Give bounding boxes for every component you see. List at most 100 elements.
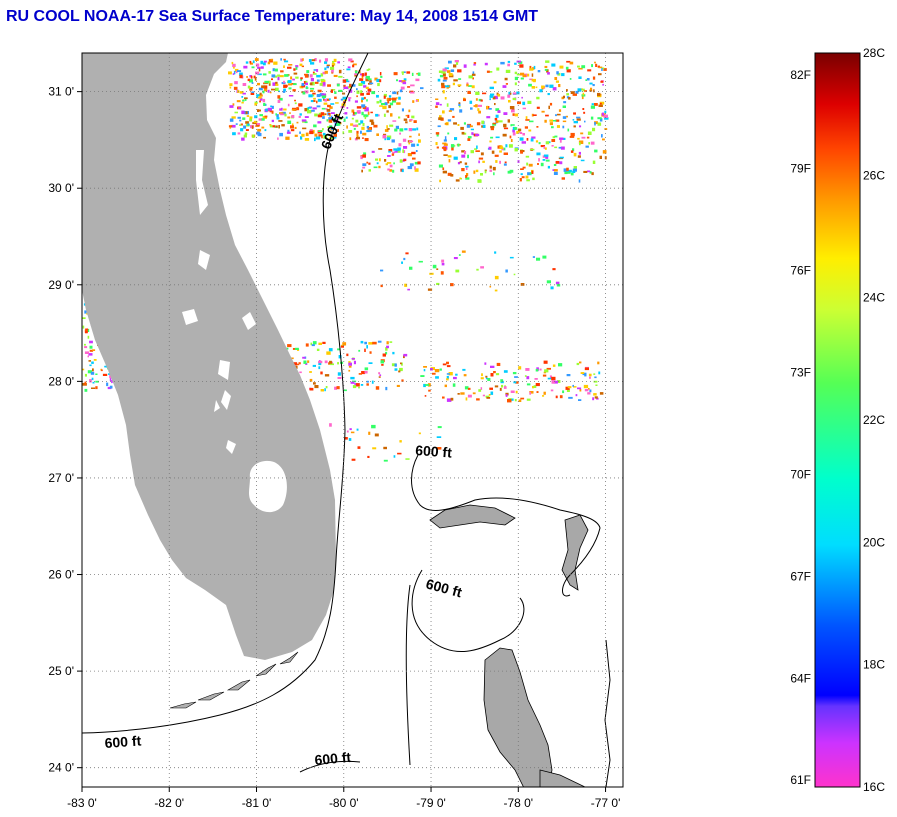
sst-pixel (478, 98, 482, 102)
sst-pixel (316, 100, 318, 104)
sst-pixel (287, 103, 290, 107)
sst-pixel (360, 155, 363, 160)
sst-pixel (363, 152, 367, 156)
sst-pixel (298, 103, 303, 107)
sst-pixel (448, 73, 453, 77)
sst-pixel (470, 107, 473, 110)
colorbar-celsius-label: 18C (863, 658, 885, 672)
sst-pixel (322, 116, 325, 119)
sst-pixel (529, 391, 534, 394)
sst-pixel (352, 124, 358, 127)
sst-pixel (439, 74, 444, 78)
sst-pixel (566, 167, 569, 171)
sst-pixel (510, 390, 515, 393)
x-axis: -83 0' -82 0' -81 0' -80 0' -79 0' -78 0' -77 … (67, 787, 620, 810)
sst-pixel (435, 98, 439, 100)
sst-pixel (243, 65, 248, 69)
sst-pixel (250, 75, 253, 79)
sst-pixel (383, 459, 388, 462)
sst-pixel (378, 114, 380, 117)
sst-pixel (471, 85, 475, 89)
sst-pixel (572, 119, 575, 121)
sst-pixel (350, 123, 354, 126)
sst-pixel (277, 99, 281, 103)
sst-pixel (507, 94, 511, 98)
sst-pixel (405, 458, 410, 460)
sst-pixel (519, 131, 523, 134)
x-tick-label: -80 0' (329, 796, 359, 810)
sst-pixel (305, 107, 309, 111)
sst-pixel (364, 72, 367, 76)
sst-pixel (520, 150, 523, 154)
sst-pixel (554, 135, 558, 138)
sst-pixel (478, 389, 482, 392)
sst-pixel (361, 75, 364, 79)
sst-pixel (351, 84, 356, 87)
sst-pixel (244, 97, 247, 101)
sst-pixel (447, 172, 452, 176)
sst-pixel (331, 89, 336, 91)
sst-pixel (287, 120, 292, 124)
sst-pixel (236, 100, 241, 103)
sst-pixel (457, 143, 460, 147)
sst-pixel (344, 112, 348, 115)
sst-pixel (588, 388, 590, 390)
sst-pixel (490, 136, 494, 139)
sst-pixel (328, 98, 331, 101)
sst-pixel (387, 99, 390, 103)
sst-pixel (465, 397, 468, 401)
sst-pixel (324, 70, 328, 74)
sst-pixel (371, 121, 375, 125)
sst-pixel (243, 125, 247, 129)
sst-pixel (338, 89, 343, 92)
sst-pixel (409, 119, 413, 121)
y-tick-label: 26 0' (48, 568, 74, 582)
sst-pixel (278, 97, 283, 101)
sst-pixel (310, 100, 314, 103)
sst-pixel (418, 139, 421, 143)
sst-pixel (533, 65, 536, 70)
sst-pixel (512, 92, 517, 95)
sst-pixel (428, 389, 431, 392)
sst-pixel (379, 79, 382, 83)
sst-pixel (592, 127, 596, 132)
sst-pixel (387, 168, 390, 171)
sst-pixel (241, 110, 245, 115)
sst-pixel (395, 149, 400, 153)
sst-pixel (490, 365, 495, 368)
sst-pixel (598, 73, 602, 76)
sst-pixel (559, 395, 563, 399)
sst-pixel (376, 94, 379, 98)
sst-pixel (559, 161, 563, 165)
sst-pixel (328, 117, 333, 121)
sst-pixel (563, 95, 565, 99)
sst-pixel (270, 105, 272, 108)
sst-pixel (418, 133, 420, 136)
sst-pixel (525, 116, 528, 120)
sst-pixel (570, 132, 575, 137)
sst-pixel (452, 82, 455, 86)
sst-pixel (311, 109, 315, 112)
sst-pixel (559, 137, 564, 140)
sst-pixel (435, 102, 440, 105)
sst-pixel (429, 272, 434, 275)
sst-pixel (596, 397, 599, 400)
sst-pixel (349, 137, 352, 141)
sst-pixel (366, 383, 369, 386)
sst-pixel (458, 103, 461, 106)
sst-pixel (264, 80, 269, 84)
sst-pixel (497, 110, 501, 113)
sst-pixel (84, 388, 88, 392)
sst-pixel (356, 136, 360, 140)
sst-pixel (87, 370, 92, 374)
sst-pixel (525, 155, 530, 158)
sst-pixel (312, 364, 316, 367)
sst-pixel (239, 124, 242, 126)
sst-pixel (457, 69, 462, 73)
sst-pixel (339, 118, 343, 120)
sst-pixel (555, 119, 560, 122)
sst-pixel (588, 373, 592, 377)
sst-pixel (361, 371, 366, 375)
sst-pixel (553, 164, 557, 166)
sst-pixel (279, 75, 284, 78)
